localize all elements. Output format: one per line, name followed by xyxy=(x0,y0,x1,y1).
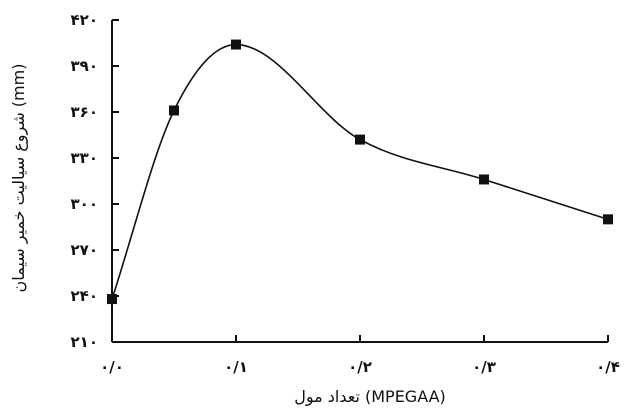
x-axis-title: تعداد مول (MPEGAA) xyxy=(294,387,446,407)
x-tick-label: ۰/۱ xyxy=(224,358,248,376)
tick-labels: ۲۱۰ ۲۴۰ ۲۷۰ ۳۰۰ ۳۳۰ ۳۶۰ ۳۹۰ ۴۲۰ ۰/۰ ۰/۱ ۰/۲ ۰/۳ ۰/۴ xyxy=(71,11,620,376)
data-point-marker xyxy=(231,39,241,50)
data-markers xyxy=(107,39,613,305)
x-tick-label: ۰/۳ xyxy=(472,358,496,376)
x-tick-label: ۰/۰ xyxy=(100,358,124,376)
axis-ticks xyxy=(111,19,609,343)
data-point-marker xyxy=(479,174,489,185)
x-tick-label: ۰/۲ xyxy=(348,358,372,376)
y-tick-label: ۲۱۰ xyxy=(71,333,98,351)
y-tick-label: ۲۴۰ xyxy=(71,287,98,305)
axes xyxy=(111,20,608,343)
y-axis-title: شروع سیالیت خمیر سیمان (mm) xyxy=(9,64,29,293)
x-tick-label: ۰/۴ xyxy=(596,358,620,376)
data-point-marker xyxy=(355,134,365,145)
y-tick-label: ۳۹۰ xyxy=(71,57,98,75)
series-line xyxy=(111,43,609,300)
y-tick-label: ۳۳۰ xyxy=(71,149,98,167)
y-tick-label: ۲۷۰ xyxy=(71,241,98,259)
series-curve-layer xyxy=(111,43,609,300)
y-tick-label: ۳۰۰ xyxy=(71,195,98,213)
y-tick-label: ۴۲۰ xyxy=(71,11,98,29)
y-tick-label: ۳۶۰ xyxy=(71,103,98,121)
data-point-marker xyxy=(169,105,179,116)
data-point-marker xyxy=(107,294,117,305)
data-point-marker xyxy=(603,214,613,225)
